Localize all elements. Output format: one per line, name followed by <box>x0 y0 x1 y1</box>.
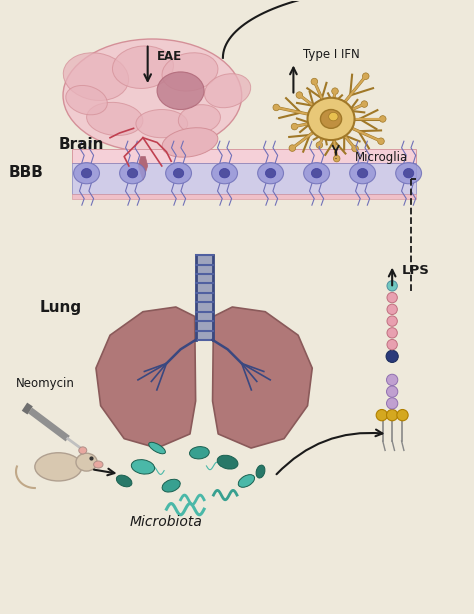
Circle shape <box>273 104 280 111</box>
Circle shape <box>397 410 408 421</box>
Ellipse shape <box>66 85 107 115</box>
Circle shape <box>387 328 397 338</box>
Text: Neomycin: Neomycin <box>16 377 75 390</box>
Polygon shape <box>138 157 148 180</box>
Text: Lung: Lung <box>39 300 82 315</box>
Circle shape <box>311 78 318 85</box>
Ellipse shape <box>157 72 204 109</box>
Ellipse shape <box>212 163 237 184</box>
Ellipse shape <box>165 163 191 184</box>
Ellipse shape <box>308 98 355 140</box>
Ellipse shape <box>304 163 329 184</box>
Ellipse shape <box>64 53 128 101</box>
Polygon shape <box>212 307 312 448</box>
Text: EAE: EAE <box>157 50 182 63</box>
Ellipse shape <box>79 447 87 454</box>
Circle shape <box>387 292 397 303</box>
Ellipse shape <box>117 475 132 487</box>
Ellipse shape <box>204 74 251 107</box>
Ellipse shape <box>219 168 230 178</box>
Circle shape <box>386 386 398 397</box>
Ellipse shape <box>265 168 276 178</box>
Circle shape <box>386 375 398 386</box>
Ellipse shape <box>93 461 103 468</box>
Circle shape <box>386 350 398 362</box>
Ellipse shape <box>63 39 242 152</box>
Ellipse shape <box>162 53 218 91</box>
Ellipse shape <box>311 168 322 178</box>
Circle shape <box>387 340 397 350</box>
Text: Microglia: Microglia <box>355 151 408 165</box>
Ellipse shape <box>149 442 165 454</box>
Ellipse shape <box>73 163 100 184</box>
Circle shape <box>291 123 298 130</box>
Circle shape <box>333 155 340 162</box>
Circle shape <box>289 145 296 152</box>
Circle shape <box>296 91 303 98</box>
Ellipse shape <box>131 460 155 474</box>
Bar <box>73 194 416 199</box>
Circle shape <box>386 410 398 421</box>
Ellipse shape <box>162 128 218 157</box>
Ellipse shape <box>128 168 138 178</box>
Ellipse shape <box>35 453 82 481</box>
Ellipse shape <box>350 163 375 184</box>
Circle shape <box>387 316 397 326</box>
Ellipse shape <box>403 168 414 178</box>
Circle shape <box>386 398 398 409</box>
Bar <box>73 163 416 194</box>
Circle shape <box>352 146 358 152</box>
Ellipse shape <box>258 163 283 184</box>
Ellipse shape <box>217 455 238 469</box>
Circle shape <box>376 410 387 421</box>
Text: Type I IFN: Type I IFN <box>303 48 360 61</box>
Text: Brain: Brain <box>58 138 104 152</box>
Text: LPS: LPS <box>401 264 429 277</box>
Circle shape <box>363 73 369 79</box>
Ellipse shape <box>396 163 421 184</box>
Polygon shape <box>96 307 196 448</box>
Ellipse shape <box>112 46 173 88</box>
Ellipse shape <box>87 103 143 136</box>
Ellipse shape <box>256 465 265 478</box>
Circle shape <box>316 142 323 149</box>
Text: BBB: BBB <box>9 165 44 180</box>
Text: Microbiota: Microbiota <box>130 515 203 529</box>
Ellipse shape <box>190 446 209 459</box>
Ellipse shape <box>119 163 146 184</box>
Ellipse shape <box>136 109 188 138</box>
Circle shape <box>361 101 368 107</box>
Ellipse shape <box>162 480 180 492</box>
Circle shape <box>332 88 338 95</box>
Circle shape <box>380 115 386 122</box>
Circle shape <box>378 138 384 144</box>
Bar <box>196 255 212 340</box>
Ellipse shape <box>328 112 338 121</box>
Ellipse shape <box>320 109 342 128</box>
Ellipse shape <box>238 475 255 488</box>
Circle shape <box>387 281 397 291</box>
Bar <box>73 149 416 163</box>
Ellipse shape <box>173 168 184 178</box>
Ellipse shape <box>82 168 91 178</box>
Circle shape <box>387 304 397 314</box>
Ellipse shape <box>178 104 220 133</box>
Ellipse shape <box>76 453 97 471</box>
Ellipse shape <box>357 168 368 178</box>
